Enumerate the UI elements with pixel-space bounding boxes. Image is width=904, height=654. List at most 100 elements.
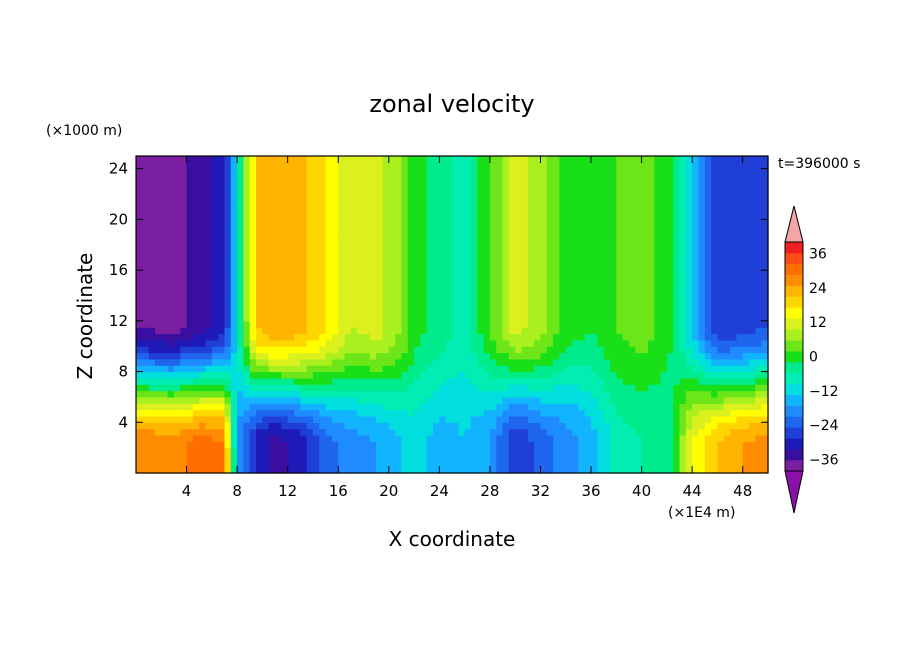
heatmap-cell (382, 181, 390, 189)
heatmap-cell (192, 422, 200, 430)
heatmap-cell (584, 460, 592, 468)
heatmap-cell (635, 371, 643, 379)
heatmap-cell (192, 232, 200, 240)
heatmap-cell (521, 466, 529, 474)
heatmap-cell (369, 168, 377, 176)
heatmap-cell (382, 194, 390, 201)
heatmap-cell (350, 352, 358, 360)
heatmap-cell (306, 434, 314, 442)
heatmap-cell (268, 339, 276, 347)
heatmap-cell (666, 270, 674, 278)
heatmap-cell (508, 346, 516, 354)
heatmap-cell (730, 289, 737, 297)
heatmap-cell (148, 282, 156, 290)
heatmap-cell (616, 162, 624, 170)
heatmap-cell (464, 346, 472, 354)
heatmap-cell (445, 358, 453, 366)
heatmap-cell (477, 314, 485, 322)
heatmap-cell (426, 434, 434, 442)
heatmap-cell (256, 333, 263, 341)
heatmap-cell (559, 301, 567, 309)
heatmap-cell (167, 327, 175, 335)
heatmap-cell (464, 168, 472, 176)
heatmap-cell (641, 434, 649, 442)
heatmap-cell (142, 219, 150, 227)
heatmap-cell (350, 168, 358, 176)
heatmap-cell (527, 289, 535, 297)
heatmap-cell (647, 175, 655, 182)
heatmap-cell (515, 371, 523, 379)
heatmap-cell (205, 219, 213, 227)
heatmap-cell (666, 352, 674, 360)
heatmap-cell (154, 441, 162, 449)
heatmap-cell (458, 244, 466, 252)
heatmap-cell (534, 162, 542, 170)
heatmap-cell (673, 194, 681, 201)
heatmap-cell (344, 181, 352, 189)
heatmap-cell (660, 327, 668, 335)
heatmap-cell (616, 365, 624, 373)
heatmap-cell (603, 460, 611, 468)
heatmap-cell (237, 365, 245, 373)
heatmap-cell (237, 390, 245, 398)
heatmap-cell (388, 352, 396, 360)
heatmap-cell (730, 365, 737, 373)
heatmap-cell (666, 358, 674, 366)
heatmap-cell (534, 346, 542, 354)
heatmap-cell (540, 384, 548, 392)
heatmap-cell (173, 175, 181, 182)
heatmap-cell (717, 257, 725, 265)
heatmap-cell (559, 257, 567, 265)
heatmap-cell (711, 390, 719, 398)
heatmap-cell (363, 333, 371, 341)
heatmap-cell (325, 428, 333, 436)
heatmap-cell (262, 339, 270, 347)
heatmap-cell (136, 396, 143, 404)
heatmap-cell (755, 156, 763, 163)
heatmap-cell (711, 270, 719, 278)
heatmap-cell (673, 396, 681, 404)
heatmap-cell (660, 308, 668, 316)
heatmap-cell (136, 270, 143, 278)
heatmap-cell (610, 314, 617, 322)
heatmap-cell (496, 441, 504, 449)
heatmap-cell (755, 295, 763, 303)
heatmap-cell (180, 251, 188, 259)
heatmap-cell (578, 232, 586, 240)
heatmap-cell (622, 422, 630, 430)
heatmap-cell (603, 377, 611, 385)
heatmap-cell (527, 232, 535, 240)
heatmap-cell (704, 225, 712, 233)
heatmap-cell (439, 422, 447, 430)
heatmap-cell (192, 219, 200, 227)
heatmap-cell (464, 244, 472, 252)
heatmap-cell (622, 346, 630, 354)
heatmap-cell (698, 295, 706, 303)
heatmap-cell (262, 206, 270, 214)
heatmap-cell (761, 181, 769, 189)
heatmap-cell (294, 200, 301, 208)
heatmap-cell (243, 460, 251, 468)
heatmap-cell (508, 365, 516, 373)
heatmap-cell (161, 415, 169, 423)
heatmap-cell (167, 320, 175, 328)
heatmap-cell (673, 263, 681, 271)
heatmap-cell (136, 295, 143, 303)
heatmap-cell (445, 276, 453, 284)
heatmap-cell (666, 257, 674, 265)
heatmap-cell (445, 175, 453, 182)
heatmap-cell (275, 156, 282, 163)
heatmap-cell (641, 162, 649, 170)
heatmap-cell (268, 232, 276, 240)
heatmap-cell (565, 403, 573, 411)
heatmap-cell (433, 295, 440, 303)
heatmap-cell (218, 352, 226, 360)
heatmap-cell (142, 168, 150, 176)
heatmap-cell (369, 358, 377, 366)
heatmap-cell (616, 295, 624, 303)
heatmap-cell (559, 422, 567, 430)
heatmap-cell (300, 333, 308, 341)
heatmap-cell (407, 156, 415, 163)
heatmap-cell (192, 200, 200, 208)
heatmap-cell (559, 295, 567, 303)
